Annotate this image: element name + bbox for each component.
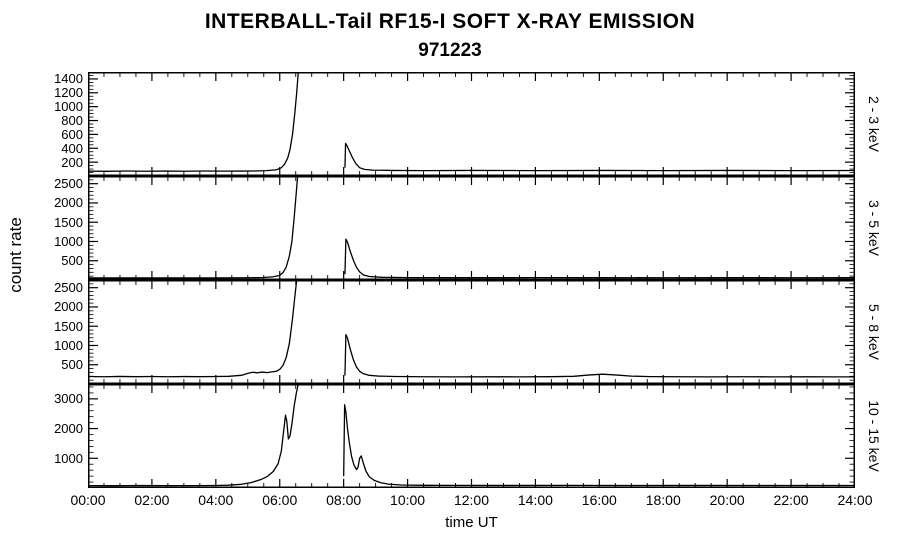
series-line xyxy=(343,404,855,487)
x-tick-label: 12:00 xyxy=(453,492,490,508)
panel-5-8kev xyxy=(88,280,855,384)
right-axis-label-5-8kev: 5 - 8 keV xyxy=(866,303,882,361)
y-tick-label: 1000 xyxy=(54,450,83,466)
x-tick-label: 16:00 xyxy=(581,492,617,508)
y-tick-label: 600 xyxy=(61,126,83,142)
x-tick-label: 14:00 xyxy=(517,492,553,508)
y-tick-label: 2500 xyxy=(54,280,83,296)
plot-area-5-8kev xyxy=(88,280,855,384)
y-tick-label: 1000 xyxy=(54,99,83,115)
plot-area-2-3kev xyxy=(88,72,855,176)
series-line xyxy=(344,334,855,378)
y-tick-label: 500 xyxy=(61,253,83,269)
panel-2-3kev xyxy=(88,72,855,176)
x-tick-label: 18:00 xyxy=(645,492,681,508)
x-tick-label: 10:00 xyxy=(390,492,426,508)
series-line xyxy=(88,72,299,172)
y-tick-label: 1500 xyxy=(54,318,83,334)
y-tick-label: 400 xyxy=(61,140,83,156)
plot-area-3-5kev xyxy=(88,176,855,280)
chart-subtitle: 971223 xyxy=(418,40,482,61)
right-axis-label-2-3kev: 2 - 3 keV xyxy=(866,95,882,153)
x-tick-label: 06:00 xyxy=(262,492,298,508)
plot-area-10-15kev xyxy=(88,384,855,488)
y-tick-label: 800 xyxy=(61,113,83,129)
y-tick-label: 3000 xyxy=(54,391,83,407)
y-tick-label: 2000 xyxy=(54,195,83,211)
right-axis-label-3-5kev: 3 - 5 keV xyxy=(866,199,882,257)
series-line xyxy=(344,238,855,279)
y-tick-label: 1500 xyxy=(54,214,83,230)
y-tick-label: 1000 xyxy=(54,233,83,249)
series-line xyxy=(88,176,299,279)
x-tick-label: 22:00 xyxy=(773,492,809,508)
x-tick-label: 04:00 xyxy=(198,492,234,508)
y-tick-label: 1200 xyxy=(54,85,83,101)
x-tick-label: 00:00 xyxy=(70,492,106,508)
panel-3-5kev xyxy=(88,176,855,280)
y-tick-label: 2000 xyxy=(54,421,83,437)
y-tick-label: 1000 xyxy=(54,337,83,353)
x-tick-label: 20:00 xyxy=(709,492,745,508)
series-line xyxy=(344,142,855,172)
x-tick-label: 08:00 xyxy=(326,492,362,508)
chart-title: INTERBALL-Tail RF15-I SOFT X-RAY EMISSIO… xyxy=(204,10,696,33)
x-axis-title: time UT xyxy=(445,514,498,531)
y-tick-label: 1400 xyxy=(54,71,83,87)
panel-10-15kev xyxy=(88,384,855,488)
right-axis-label-10-15kev: 10 - 15 keV xyxy=(866,400,882,472)
y-tick-label: 2500 xyxy=(54,176,83,192)
series-line xyxy=(88,280,298,378)
series-line xyxy=(88,384,299,487)
y-tick-label: 200 xyxy=(61,154,83,170)
y-tick-label: 500 xyxy=(61,357,83,373)
x-tick-label: 24:00 xyxy=(837,492,873,508)
y-tick-label: 2000 xyxy=(54,299,83,315)
x-tick-label: 02:00 xyxy=(134,492,170,508)
